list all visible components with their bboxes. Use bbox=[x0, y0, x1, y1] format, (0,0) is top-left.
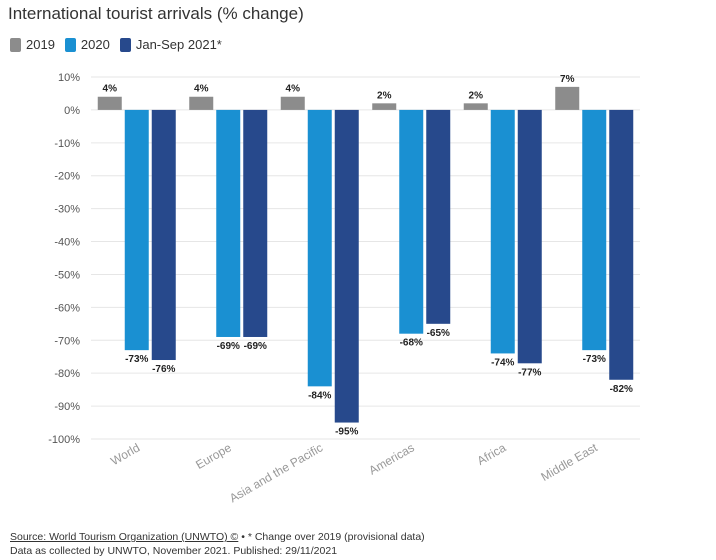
x-tick-label: Americas bbox=[366, 440, 416, 477]
y-tick-label: -100% bbox=[48, 434, 80, 446]
bar bbox=[555, 86, 580, 110]
y-tick-label: -40% bbox=[54, 237, 80, 249]
data-label: 2% bbox=[377, 90, 392, 101]
chart-title: International tourist arrivals (% change… bbox=[8, 4, 304, 23]
bar bbox=[426, 109, 451, 324]
data-label: -76% bbox=[152, 364, 175, 375]
footer: Source: World Tourism Organization (UNWT… bbox=[10, 530, 425, 558]
x-tick-label: Europe bbox=[193, 440, 234, 472]
y-tick-label: -70% bbox=[54, 335, 80, 347]
legend-item-2019[interactable]: 2019 bbox=[10, 37, 55, 52]
legend-item-2020[interactable]: 2020 bbox=[64, 37, 110, 52]
data-label: -73% bbox=[583, 354, 606, 365]
y-tick-label: -50% bbox=[54, 269, 80, 281]
bar bbox=[582, 109, 607, 351]
bar bbox=[280, 96, 305, 110]
data-label: -77% bbox=[518, 367, 541, 378]
bar bbox=[151, 109, 176, 361]
bar bbox=[334, 109, 359, 423]
legend: 2019 2020 Jan-Sep 2021* bbox=[10, 37, 232, 52]
data-label: -84% bbox=[308, 390, 331, 401]
y-tick-label: -60% bbox=[54, 302, 80, 314]
data-label: -69% bbox=[244, 341, 267, 352]
bar bbox=[307, 109, 332, 387]
data-label: -73% bbox=[125, 354, 148, 365]
legend-swatch-2021 bbox=[119, 37, 131, 52]
bar bbox=[490, 109, 515, 354]
x-tick-label: Africa bbox=[475, 440, 509, 468]
y-tick-label: 0% bbox=[64, 105, 80, 117]
bar bbox=[189, 96, 214, 110]
legend-label-2020: 2020 bbox=[80, 37, 110, 52]
data-label: -82% bbox=[610, 384, 633, 395]
bar bbox=[517, 109, 542, 364]
bar bbox=[124, 109, 149, 351]
x-tick-label: World bbox=[108, 440, 142, 468]
bar bbox=[216, 109, 241, 337]
y-tick-label: -30% bbox=[54, 204, 80, 216]
data-label: 2% bbox=[469, 90, 484, 101]
y-tick-label: -80% bbox=[54, 368, 80, 380]
bar bbox=[463, 103, 488, 110]
y-tick-label: 10% bbox=[58, 72, 80, 84]
legend-swatch-2019 bbox=[10, 37, 21, 52]
legend-swatch-2020 bbox=[64, 37, 76, 52]
bar bbox=[372, 103, 397, 110]
legend-label-2021: Jan-Sep 2021* bbox=[135, 37, 222, 52]
footer-line-1: Source: World Tourism Organization (UNWT… bbox=[10, 530, 425, 544]
legend-label-2019: 2019 bbox=[26, 37, 55, 52]
y-tick-label: -20% bbox=[54, 171, 80, 183]
y-tick-label: -10% bbox=[54, 138, 80, 150]
footer-line-2: Data as collected by UNWTO, November 202… bbox=[10, 545, 338, 557]
bar bbox=[609, 109, 634, 380]
source-link[interactable]: Source: World Tourism Organization (UNWT… bbox=[10, 531, 239, 543]
source-note: • * Change over 2019 (provisional data) bbox=[238, 531, 425, 543]
data-label: -65% bbox=[427, 328, 450, 339]
data-label: -69% bbox=[217, 341, 240, 352]
data-label: -68% bbox=[400, 338, 423, 349]
bar-chart: 10% 0% -10% -20% -30% -40% -50% -60% -70% -80% -90… bbox=[48, 72, 640, 505]
x-tick-label: Asia and the Pacific bbox=[227, 440, 325, 505]
data-label: 4% bbox=[194, 84, 209, 95]
data-label: 4% bbox=[286, 84, 301, 95]
bar bbox=[243, 109, 268, 337]
y-tick-label: -90% bbox=[54, 401, 80, 413]
x-tick-label: Middle East bbox=[538, 440, 600, 484]
legend-item-2021[interactable]: Jan-Sep 2021* bbox=[119, 37, 222, 52]
data-label: -74% bbox=[491, 357, 514, 368]
data-label: -95% bbox=[335, 427, 358, 438]
bar bbox=[97, 96, 122, 110]
bar bbox=[399, 109, 424, 334]
data-label: 4% bbox=[103, 84, 118, 95]
data-label: 7% bbox=[560, 74, 575, 85]
